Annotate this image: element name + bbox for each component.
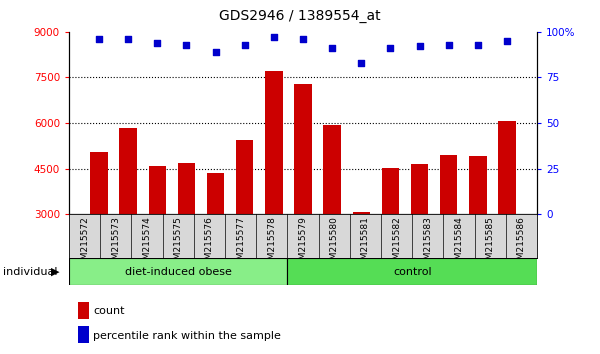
Bar xyxy=(353,212,370,214)
Bar xyxy=(149,166,166,214)
Point xyxy=(211,49,220,55)
Text: GSM215573: GSM215573 xyxy=(112,216,120,271)
Bar xyxy=(265,72,283,214)
Text: GSM215582: GSM215582 xyxy=(392,216,401,271)
Text: GDS2946 / 1389554_at: GDS2946 / 1389554_at xyxy=(219,9,381,23)
Bar xyxy=(90,152,108,214)
Text: control: control xyxy=(393,267,431,277)
Point xyxy=(269,34,278,40)
Point xyxy=(182,42,191,47)
Text: GSM215585: GSM215585 xyxy=(485,216,494,271)
Point xyxy=(386,45,395,51)
Bar xyxy=(382,168,399,214)
Bar xyxy=(236,140,253,214)
Bar xyxy=(440,155,457,214)
Text: GSM215583: GSM215583 xyxy=(424,216,432,271)
FancyBboxPatch shape xyxy=(287,258,537,285)
Point xyxy=(473,42,482,47)
Bar xyxy=(178,162,195,214)
Text: GSM215578: GSM215578 xyxy=(267,216,276,271)
Point xyxy=(152,40,162,46)
Bar xyxy=(323,125,341,214)
Text: GSM215572: GSM215572 xyxy=(80,216,89,271)
Bar xyxy=(469,156,487,214)
Text: count: count xyxy=(93,306,125,316)
Text: GSM215584: GSM215584 xyxy=(455,216,464,271)
FancyBboxPatch shape xyxy=(69,258,287,285)
Text: GSM215579: GSM215579 xyxy=(299,216,308,271)
Bar xyxy=(294,84,312,214)
Text: individual: individual xyxy=(3,267,58,277)
Text: ▶: ▶ xyxy=(51,267,59,277)
Text: diet-induced obese: diet-induced obese xyxy=(125,267,232,277)
Point xyxy=(356,60,366,66)
Text: GSM215580: GSM215580 xyxy=(330,216,338,271)
Point xyxy=(415,44,424,49)
Point xyxy=(298,36,308,42)
Text: GSM215586: GSM215586 xyxy=(517,216,526,271)
Bar xyxy=(207,173,224,214)
Text: GSM215575: GSM215575 xyxy=(174,216,182,271)
Text: GSM215581: GSM215581 xyxy=(361,216,370,271)
Point xyxy=(124,36,133,42)
Text: percentile rank within the sample: percentile rank within the sample xyxy=(93,331,281,341)
Bar xyxy=(119,127,137,214)
Bar xyxy=(498,121,516,214)
Point xyxy=(328,45,337,51)
Point xyxy=(94,36,104,42)
Point xyxy=(240,42,250,47)
Bar xyxy=(411,164,428,214)
Text: GSM215576: GSM215576 xyxy=(205,216,214,271)
Text: GSM215577: GSM215577 xyxy=(236,216,245,271)
Point xyxy=(444,42,454,47)
Text: GSM215574: GSM215574 xyxy=(143,216,151,271)
Point xyxy=(502,38,512,44)
